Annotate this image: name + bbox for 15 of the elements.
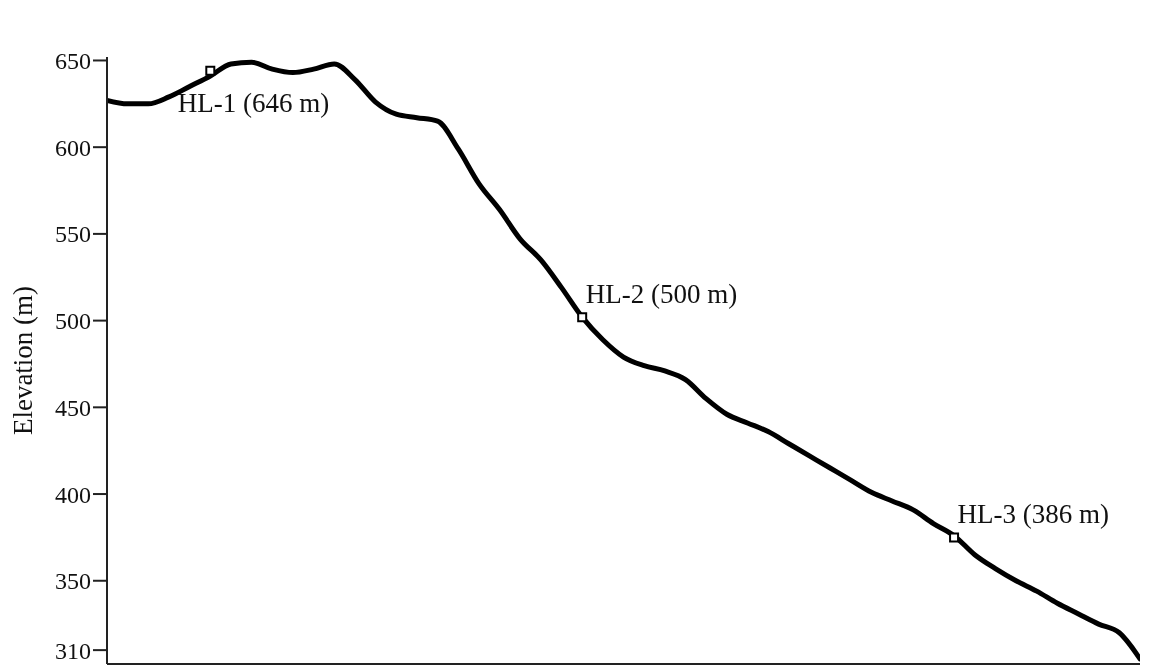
annotation: HL-3 (386 m) xyxy=(957,498,1110,529)
y-tick-label: 650 xyxy=(55,47,91,74)
y-tick-label: 550 xyxy=(55,221,91,248)
y-tick-label: 310 xyxy=(55,637,91,664)
y-tick-label: 350 xyxy=(55,568,91,595)
annotation: HL-2 (500 m) xyxy=(585,278,738,309)
point xyxy=(205,65,216,76)
y-axis-title: Elevation (m) xyxy=(7,285,38,436)
y-tick-label: 450 xyxy=(55,394,91,421)
y-tick-label: 500 xyxy=(55,308,91,335)
annotation: HL-1 (646 m) xyxy=(177,88,330,119)
point xyxy=(577,312,588,323)
y-tick-label: 600 xyxy=(55,134,91,161)
y-tick-label: 400 xyxy=(55,481,91,508)
point xyxy=(949,532,960,543)
